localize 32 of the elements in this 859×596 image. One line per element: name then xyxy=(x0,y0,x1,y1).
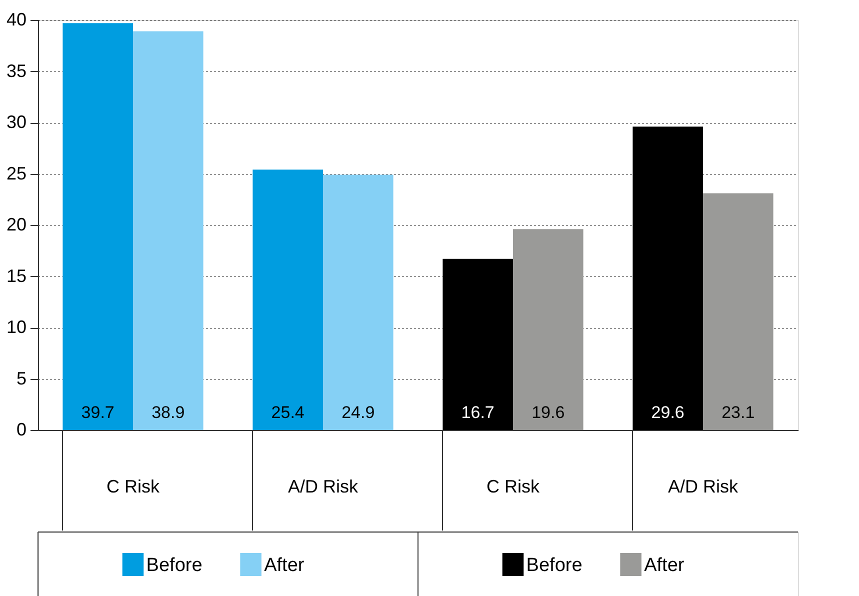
data-label: 24.9 xyxy=(342,403,375,422)
bar xyxy=(442,258,513,430)
legend-label: After xyxy=(644,555,685,576)
y-tick-label: 10 xyxy=(6,317,26,337)
y-tick-label: 15 xyxy=(6,266,26,286)
x-tick-label: A/D Risk xyxy=(668,476,739,496)
data-label: 23.1 xyxy=(722,403,755,422)
data-label: 19.6 xyxy=(532,403,565,422)
bar xyxy=(703,193,774,430)
legend-label: Before xyxy=(526,555,582,576)
y-tick-label: 0 xyxy=(16,420,26,440)
legend-label: Before xyxy=(146,555,202,576)
data-label: 29.6 xyxy=(651,403,684,422)
data-label: 16.7 xyxy=(461,403,494,422)
bar xyxy=(323,174,394,430)
bar xyxy=(133,31,204,430)
y-tick-label: 25 xyxy=(6,163,26,184)
bar xyxy=(513,229,584,430)
y-tick-label: 35 xyxy=(6,60,26,81)
y-tick-label: 20 xyxy=(6,214,26,234)
y-tick-label: 40 xyxy=(6,10,26,30)
data-label: 38.9 xyxy=(152,403,185,422)
bar xyxy=(252,170,323,430)
x-tick-label: A/D Risk xyxy=(288,476,359,496)
x-tick-label: C Risk xyxy=(106,476,160,496)
legend-label: After xyxy=(264,555,305,576)
bar xyxy=(62,23,133,430)
y-tick-label: 30 xyxy=(6,112,26,132)
x-tick-label: C Risk xyxy=(486,476,540,496)
data-label: 39.7 xyxy=(81,403,114,422)
data-label: 25.4 xyxy=(271,403,304,422)
y-tick-label: 5 xyxy=(16,368,26,388)
